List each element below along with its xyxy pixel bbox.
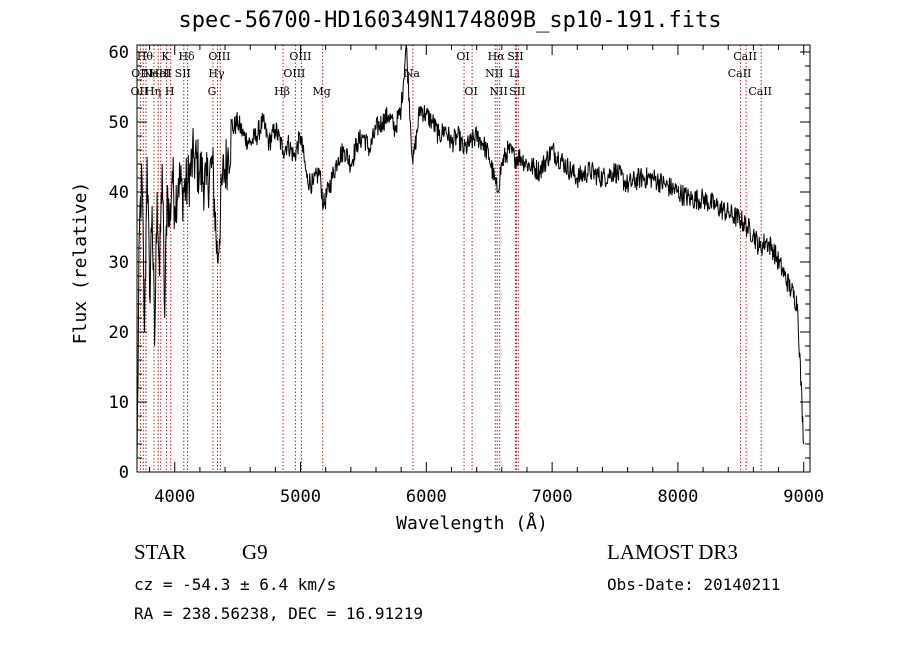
y-tick-label-6: 60 [109,43,129,63]
x-tick-label-3: 7000 [532,487,573,507]
line-marker-label-20: NII [485,67,503,80]
line-marker-label-1: OIII [131,67,153,80]
obs-date: Obs-Date: 20140211 [607,575,781,594]
line-marker-label-19: OI [464,85,477,98]
line-marker-label-9: Hδ [178,50,195,63]
line-marker-label-0: OII [131,85,149,98]
line-marker-label-4: NeIII [143,67,172,80]
line-marker-label-14: OIII [283,67,305,80]
line-marker-label-7: H [165,85,175,98]
plot-frame [136,44,811,473]
line-marker-label-11: Hγ [208,67,225,80]
line-marker-label-27: CaII [733,50,757,63]
spectrum-line [136,44,805,466]
line-marker-label-17: Na [404,67,421,80]
line-marker-label-3: Hη [145,85,161,98]
spectrum-series [136,44,805,466]
line-marker-label-8: SII [175,67,191,80]
line-marker-label-24: SII [507,50,523,63]
y-tick-label-4: 40 [109,183,129,203]
coordinates: RA = 238.56238, DEC = 16.91219 [134,604,423,623]
x-tick-label-1: 5000 [280,487,321,507]
line-marker-label-15: OIII [289,50,311,63]
chart-title: spec-56700-HD160349N174809B_sp10-191.fit… [178,8,722,33]
line-marker-label-21: Hα [488,50,506,63]
line-marker-label-16: Mg [313,85,331,98]
line-marker-label-26: CaII [728,67,752,80]
y-tick-label-0: 0 [119,463,129,483]
redshift-value: cz = -54.3 ± 6.4 km/s [134,575,337,594]
line-marker-label-25: SII [509,85,525,98]
line-marker-label-12: OIII [208,50,230,63]
plot-axes: 4000 5000 6000 7000 8000 9000 0 10 20 30 40 50 60 [109,43,825,507]
line-marker-label-28: CaII [748,85,772,98]
y-tick-label-5: 50 [109,113,129,133]
y-axis-label: Flux (relative) [70,182,91,345]
marker-labels: OIIOIIIHθHηNeIIIHeIKHSIIHδGHγOIIIHβOIIIO… [131,50,772,98]
survey-name: LAMOST DR3 [607,540,738,564]
line-marker-label-2: Hθ [137,50,154,63]
y-tick-label-3: 30 [109,253,129,273]
line-marker-label-6: K [161,50,170,63]
x-tick-label-5: 9000 [783,487,824,507]
y-tick-label-2: 20 [109,323,129,343]
line-marker-label-13: Hβ [274,85,290,98]
object-subclass: G9 [242,540,268,564]
line-marker-label-10: G [208,85,217,98]
line-marker-label-18: OI [456,50,469,63]
x-tick-label-4: 8000 [657,487,698,507]
line-marker-label-23: Li [509,67,520,80]
line-marker-label-5: HeI [150,67,170,80]
x-tick-label-0: 4000 [154,487,195,507]
line-marker-label-22: NII [490,85,508,98]
x-tick-label-2: 6000 [406,487,447,507]
y-tick-label-1: 10 [109,393,129,413]
line-markers [139,45,762,472]
object-class: STAR [134,540,186,564]
x-axis-label: Wavelength (Å) [396,512,548,534]
